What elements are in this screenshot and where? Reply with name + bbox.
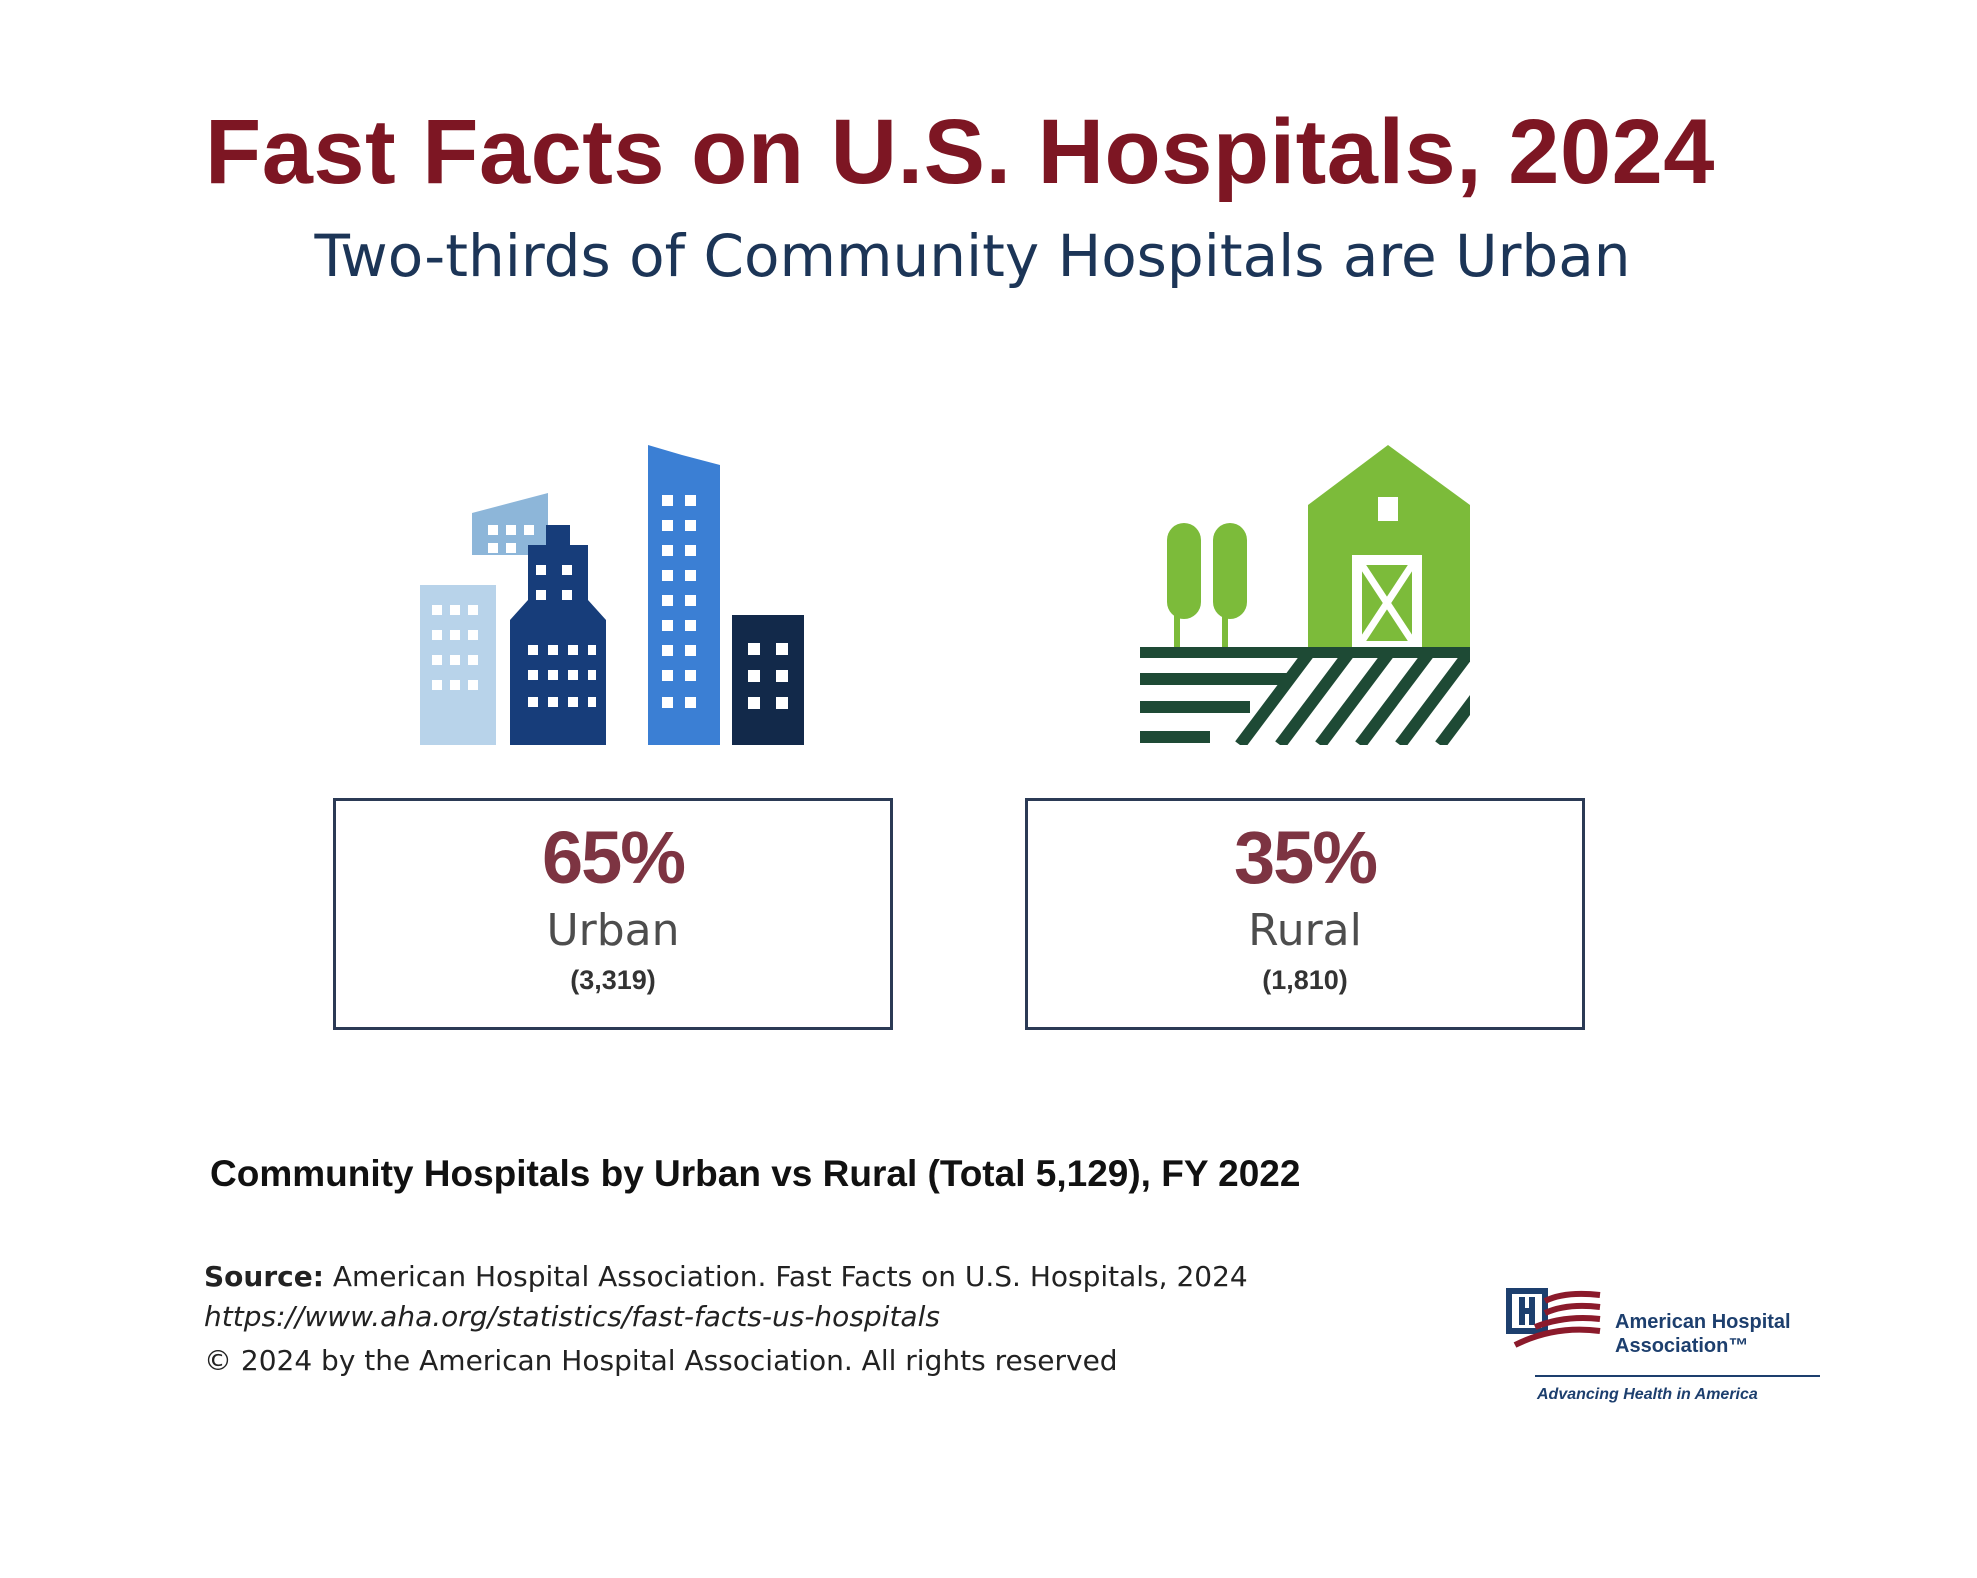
source-line: Source: American Hospital Association. F… [204, 1260, 1248, 1293]
logo-name-line1: American Hospital [1615, 1311, 1791, 1333]
chart-caption: Community Hospitals by Urban vs Rural (T… [210, 1153, 1301, 1194]
source-text: American Hospital Association. Fast Fact… [323, 1260, 1248, 1293]
urban-label: Urban [546, 905, 680, 956]
rural-percent: 35% [1233, 816, 1378, 899]
logo-tagline: Advancing Health in America [1537, 1386, 1758, 1403]
source-url-link[interactable]: https://www.aha.org/statistics/fast-fact… [204, 1300, 940, 1333]
logo-name-line2: Association™ [1615, 1335, 1749, 1357]
city-skyline-icon [420, 445, 804, 745]
source-label: Source: [204, 1260, 324, 1293]
urban-stat-box: 65% Urban (3,319) [333, 798, 893, 1030]
copyright-notice: © 2024 by the American Hospital Associat… [204, 1344, 1118, 1377]
page-subtitle: Two-thirds of Community Hospitals are Ur… [314, 222, 1631, 290]
aha-logo: American Hospital Association™ Advancing… [1505, 1283, 1825, 1403]
logo-divider [1535, 1375, 1820, 1377]
rural-stat-box: 35% Rural (1,810) [1025, 798, 1585, 1030]
aha-logo-mark-icon [1506, 1288, 1601, 1348]
page-title: Fast Facts on U.S. Hospitals, 2024 [205, 101, 1715, 203]
barn-farm-icon [1140, 445, 1470, 745]
rural-label: Rural [1248, 905, 1362, 956]
urban-percent: 65% [541, 816, 686, 899]
urban-count: (3,319) [570, 965, 656, 995]
rural-count: (1,810) [1262, 965, 1348, 995]
